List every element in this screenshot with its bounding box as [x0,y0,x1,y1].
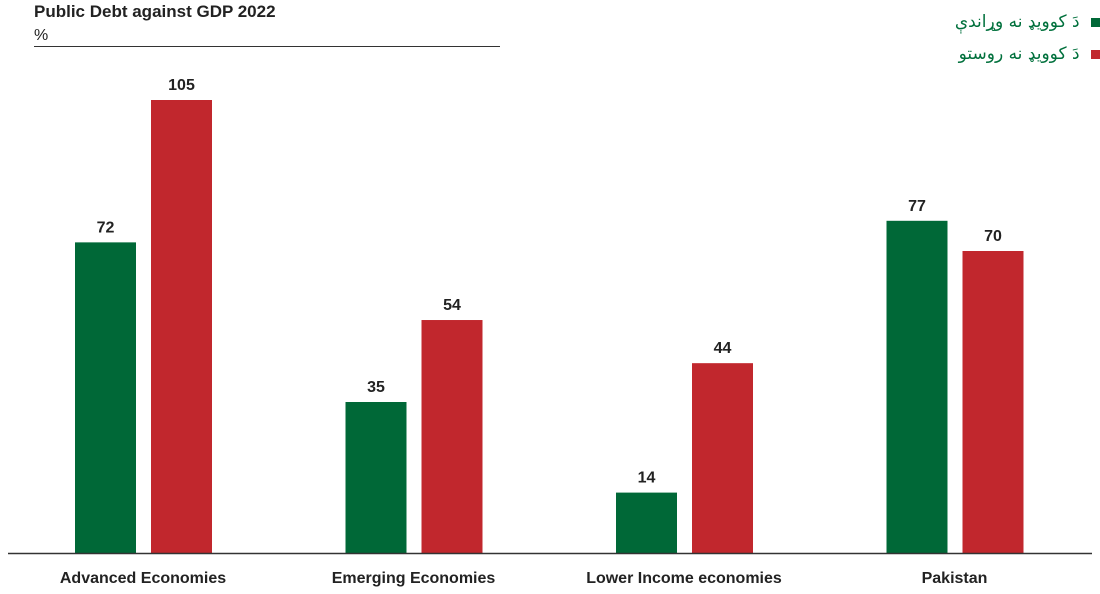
chart-unit-label: % [34,27,49,44]
value-labels-group: 72 105 35 54 14 44 77 70 [97,77,1002,487]
bar-post-covid-1 [421,320,483,553]
value-label-pre-covid-0: 72 [97,219,115,236]
bar-post-covid-2 [692,363,753,553]
value-label-pre-covid-1: 35 [367,379,385,396]
legend-label-post-covid: دَ کوویډ نه روستو [958,44,1080,64]
value-label-post-covid-1: 54 [443,297,461,314]
legend-item-pre-covid: دَ کوویډ نه وړاندې [860,8,1100,40]
chart-title: Public Debt against GDP 2022 [34,2,276,21]
legend-label-pre-covid: دَ کوویډ نه وړاندې [954,12,1080,32]
legend-item-post-covid: دَ کوویډ نه روستو [860,40,1100,72]
category-label-2: Lower Income economies [586,570,782,587]
legend-swatch-pre-covid [1091,17,1100,27]
bar-pre-covid-3 [886,220,948,554]
bar-post-covid-0 [151,100,212,553]
value-label-pre-covid-3: 77 [908,198,926,215]
bar-post-covid-3 [962,251,1024,553]
legend: دَ کوویډ نه وړاندې دَ کوویډ نه روستو [860,8,1100,72]
bar-pre-covid-1 [345,402,407,553]
bars-group [75,100,1024,554]
legend-swatch-post-covid [1091,49,1100,59]
title-divider [34,46,500,47]
category-labels-group: Advanced Economies Emerging Economies Lowe… [60,570,988,587]
bar-pre-covid-2 [616,492,677,553]
category-label-3: Pakistan [922,570,988,587]
value-label-pre-covid-2: 14 [638,470,656,487]
category-label-1: Emerging Economies [332,570,496,587]
category-label-0: Advanced Economies [60,570,226,587]
value-label-post-covid-3: 70 [984,228,1002,245]
bar-pre-covid-0 [75,242,136,553]
value-label-post-covid-2: 44 [714,340,732,357]
value-label-post-covid-0: 105 [168,77,195,94]
